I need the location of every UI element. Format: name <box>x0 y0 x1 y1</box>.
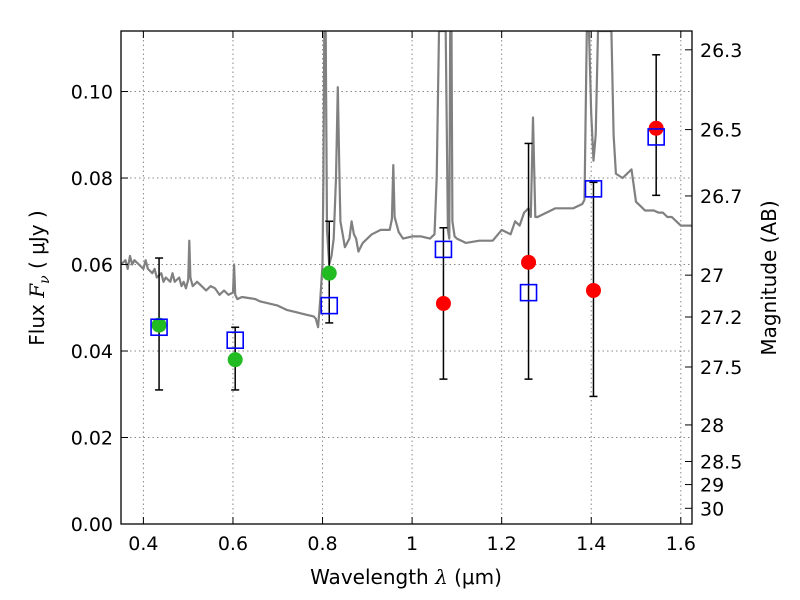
y-tick-label: 0.10 <box>71 82 113 104</box>
y2-tick-label: 27.2 <box>700 307 742 329</box>
x-tick-label: 1.2 <box>487 533 517 555</box>
green-data-point <box>151 317 167 333</box>
y-tick-label: 0.06 <box>71 255 113 277</box>
model-photometry-square <box>434 240 453 259</box>
model-photometry-square <box>519 283 538 302</box>
y2-tick-label: 30 <box>700 498 724 520</box>
green-data-point <box>227 352 243 368</box>
plot-area <box>121 31 692 398</box>
y2-tick-label: 26.3 <box>700 40 742 62</box>
axis-ticks: 0.4 0.6 0.8 1 1.2 1.4 1.6 0.00 0.02 0.04 0.06 0.08 0… <box>71 31 742 555</box>
model-spectrum-line <box>121 31 692 329</box>
x-tick-label: 0.6 <box>218 533 248 555</box>
red-data-point <box>585 282 601 298</box>
grid <box>121 31 692 524</box>
y2-tick-label: 26.5 <box>700 120 742 142</box>
y2-tick-label: 28 <box>700 415 724 437</box>
model-photometry-square <box>226 331 244 350</box>
model-photometry-square <box>647 128 665 146</box>
y-tick-label: 0.08 <box>71 168 113 190</box>
y2-axis-title: Magnitude (AB) <box>757 200 781 355</box>
model-photometry-square <box>150 318 168 337</box>
y2-tick-label: 26.7 <box>700 186 742 208</box>
axes-frame <box>120 30 693 525</box>
x-tick-label: 0.4 <box>128 533 158 555</box>
y2-tick-label: 28.5 <box>700 451 742 473</box>
x-axis-title: Wavelength λ (μm) <box>310 565 502 589</box>
x-tick-label: 1.4 <box>576 533 606 555</box>
x-tick-label: 1.6 <box>666 533 696 555</box>
x-tick-label: 0.8 <box>307 533 337 555</box>
y-tick-label: 0.04 <box>71 341 113 363</box>
x-tick-label: 1 <box>406 533 418 555</box>
y-tick-label: 0.00 <box>71 514 113 536</box>
red-data-point <box>521 254 537 270</box>
y-axis-title: Flux Fν ( μJy ) <box>25 210 53 345</box>
y2-tick-label: 27.5 <box>700 357 742 379</box>
green-data-point <box>321 265 337 281</box>
red-data-point <box>435 295 451 311</box>
y2-tick-label: 29 <box>700 475 724 497</box>
y2-tick-label: 27 <box>700 265 724 287</box>
model-photometry-square <box>584 180 603 198</box>
model-photometry-square <box>320 296 339 315</box>
y-tick-label: 0.02 <box>71 428 113 450</box>
